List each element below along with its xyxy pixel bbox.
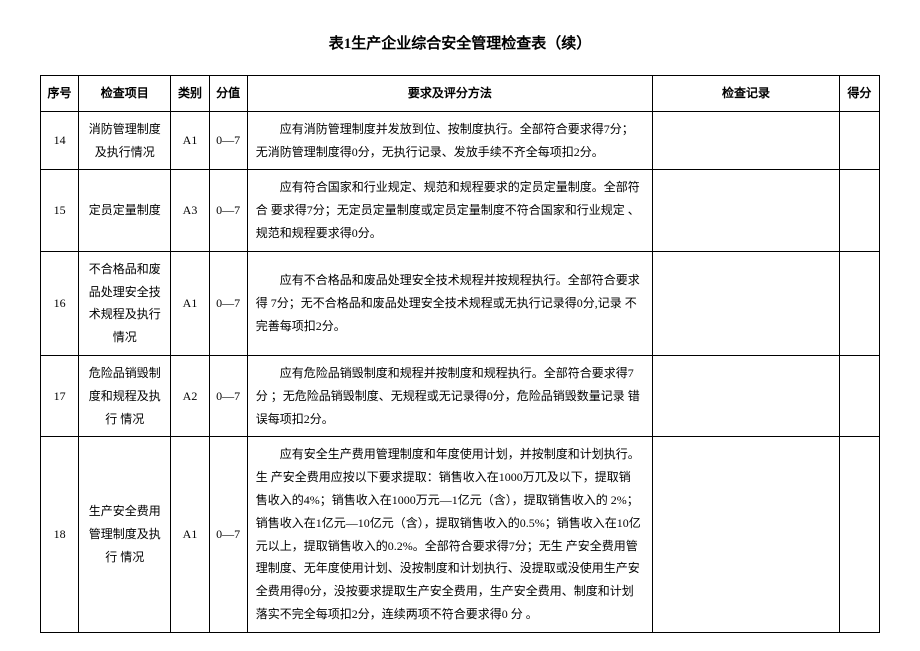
cell-cat: A2 <box>171 355 209 436</box>
cell-score: 0—7 <box>209 111 247 170</box>
cell-record <box>653 437 840 632</box>
cell-item: 生产安全费用 管理制度及执行 情况 <box>79 437 171 632</box>
cell-record <box>653 170 840 251</box>
cell-seq: 16 <box>41 251 79 355</box>
col-header-req: 要求及评分方法 <box>247 76 652 112</box>
cell-req: 应有危险品销毁制度和规程并按制度和规程执行。全部符合要求得7 分 ；无危险品销毁… <box>247 355 652 436</box>
cell-item: 定员定量制度 <box>79 170 171 251</box>
cell-record <box>653 355 840 436</box>
cell-seq: 18 <box>41 437 79 632</box>
cell-points <box>839 355 879 436</box>
col-header-seq: 序号 <box>41 76 79 112</box>
cell-points <box>839 111 879 170</box>
table-row: 16 不合格品和废品处理安全技术规程及执行情况 A1 0—7 应有不合格品和废品… <box>41 251 880 355</box>
cell-points <box>839 170 879 251</box>
cell-points <box>839 437 879 632</box>
cell-record <box>653 251 840 355</box>
cell-item: 危险品销毁制度和规程及执行 情况 <box>79 355 171 436</box>
col-header-score: 分值 <box>209 76 247 112</box>
cell-record <box>653 111 840 170</box>
cell-req: 应有消防管理制度并发放到位、按制度执行。全部符合要求得7分；无消防管理制度得0分… <box>247 111 652 170</box>
cell-seq: 15 <box>41 170 79 251</box>
cell-cat: A3 <box>171 170 209 251</box>
cell-score: 0—7 <box>209 170 247 251</box>
col-header-record: 检查记录 <box>653 76 840 112</box>
cell-req: 应有符合国家和行业规定、规范和规程要求的定员定量制度。全部符合 要求得7分；无定… <box>247 170 652 251</box>
cell-cat: A1 <box>171 251 209 355</box>
cell-score: 0—7 <box>209 251 247 355</box>
cell-score: 0—7 <box>209 437 247 632</box>
table-row: 17 危险品销毁制度和规程及执行 情况 A2 0—7 应有危险品销毁制度和规程并… <box>41 355 880 436</box>
cell-cat: A1 <box>171 111 209 170</box>
cell-score: 0—7 <box>209 355 247 436</box>
table-row: 15 定员定量制度 A3 0—7 应有符合国家和行业规定、规范和规程要求的定员定… <box>41 170 880 251</box>
col-header-points: 得分 <box>839 76 879 112</box>
table-row: 18 生产安全费用 管理制度及执行 情况 A1 0—7 应有安全生产费用管理制度… <box>41 437 880 632</box>
cell-req: 应有不合格品和废品处理安全技术规程并按规程执行。全部符合要求 得 7分；无不合格… <box>247 251 652 355</box>
cell-seq: 14 <box>41 111 79 170</box>
col-header-cat: 类别 <box>171 76 209 112</box>
col-header-item: 检查项目 <box>79 76 171 112</box>
cell-points <box>839 251 879 355</box>
cell-seq: 17 <box>41 355 79 436</box>
cell-req: 应有安全生产费用管理制度和年度使用计划，并按制度和计划执行。生 产安全费用应按以… <box>247 437 652 632</box>
cell-cat: A1 <box>171 437 209 632</box>
cell-item: 不合格品和废品处理安全技术规程及执行情况 <box>79 251 171 355</box>
cell-item: 消防管理制度及执行情况 <box>79 111 171 170</box>
table-row: 14 消防管理制度及执行情况 A1 0—7 应有消防管理制度并发放到位、按制度执… <box>41 111 880 170</box>
table-header-row: 序号 检查项目 类别 分值 要求及评分方法 检查记录 得分 <box>41 76 880 112</box>
checklist-table: 序号 检查项目 类别 分值 要求及评分方法 检查记录 得分 14 消防管理制度及… <box>40 75 880 633</box>
page-title: 表1生产企业综合安全管理检查表（续） <box>40 32 880 53</box>
